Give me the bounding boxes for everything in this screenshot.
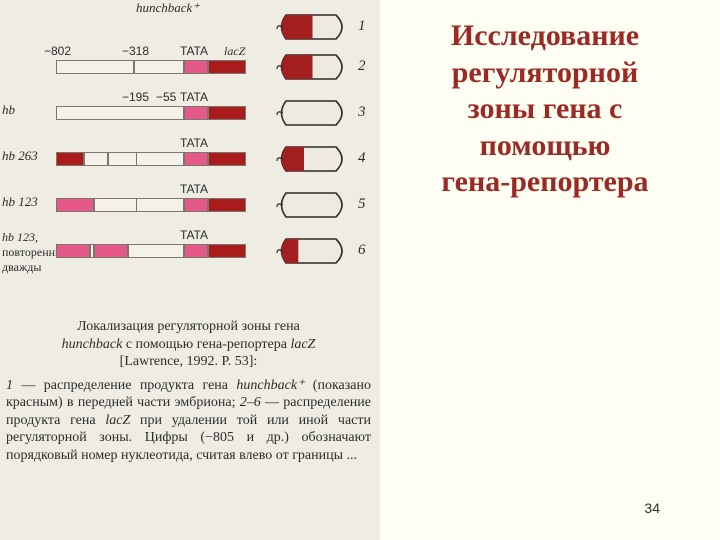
title-line: регуляторной bbox=[380, 55, 710, 92]
construct-row-5: hb 123 TATA 5 bbox=[0, 180, 380, 220]
gene-segment bbox=[184, 244, 208, 258]
slide: hunchback⁺ 1−802−318TATAlacZ 2hb−195−55T… bbox=[0, 0, 720, 540]
gene-segment bbox=[94, 244, 128, 258]
page-number: 34 bbox=[644, 500, 660, 516]
row-label: hb 123 bbox=[2, 194, 38, 210]
tata-label: TATA bbox=[180, 182, 208, 196]
title-line: Исследование bbox=[380, 18, 710, 55]
construct-row-1: 1 bbox=[0, 2, 380, 42]
gene-segment bbox=[184, 152, 208, 166]
embryo-icon bbox=[275, 236, 350, 266]
title-line: зоны гена с bbox=[380, 91, 710, 128]
gene-segment bbox=[128, 244, 184, 258]
gene-segment bbox=[134, 60, 184, 74]
gene-tick bbox=[94, 198, 95, 212]
gene-segment bbox=[84, 152, 108, 166]
gene-segment bbox=[208, 60, 246, 74]
embryo-icon bbox=[275, 12, 350, 42]
construct-row-4: hb 263 TATA 4 bbox=[0, 134, 380, 174]
position-label: −318 bbox=[122, 44, 149, 58]
gene-segment bbox=[56, 106, 184, 120]
gene-tick bbox=[108, 152, 109, 166]
row-label: hb 263 bbox=[2, 148, 38, 164]
row-number: 6 bbox=[358, 242, 366, 259]
embryo-icon bbox=[275, 98, 350, 128]
row-number: 1 bbox=[358, 18, 366, 35]
embryo-icon bbox=[275, 144, 350, 174]
gene-segment bbox=[208, 198, 246, 212]
gene-segment bbox=[184, 106, 208, 120]
gene-segment bbox=[108, 152, 184, 166]
position-label: −802 bbox=[44, 44, 71, 58]
row-label: hb bbox=[2, 102, 15, 118]
row-label: hb 123, bbox=[2, 230, 38, 245]
caption-body: 1 — распределение продукта гена hunchbac… bbox=[6, 377, 371, 465]
title-line: помощью bbox=[380, 128, 710, 165]
diagram: hunchback⁺ 1−802−318TATAlacZ 2hb−195−55T… bbox=[0, 0, 380, 340]
gene-segment bbox=[208, 106, 246, 120]
row-number: 4 bbox=[358, 150, 366, 167]
gene-segment bbox=[56, 198, 94, 212]
construct-row-6: hb 123,повторенныйдваждыTATA 6 bbox=[0, 226, 380, 266]
gene-segment bbox=[56, 60, 134, 74]
row-label: дважды bbox=[2, 260, 41, 275]
row-number: 2 bbox=[358, 58, 366, 75]
gene-segment bbox=[94, 198, 184, 212]
title-line: гена-репортера bbox=[380, 164, 710, 201]
row-number: 3 bbox=[358, 104, 366, 121]
construct-row-3: hb −195 −55 TATA 3 bbox=[0, 88, 380, 128]
gene-tick bbox=[136, 152, 137, 166]
gene-segment bbox=[184, 60, 208, 74]
slide-title: Исследованиерегуляторнойзоны гена спомощ… bbox=[380, 18, 710, 201]
figure-caption: Локализация регуляторной зоны генаhunchb… bbox=[6, 318, 371, 464]
gene-tick bbox=[136, 198, 137, 212]
tata-label: TATA bbox=[180, 90, 208, 104]
gene-segment bbox=[208, 152, 246, 166]
gene-segment bbox=[56, 244, 90, 258]
gene-segment bbox=[208, 244, 246, 258]
construct-row-2: −802 −318 TATA lacZ 2 bbox=[0, 42, 380, 82]
gene-segment bbox=[184, 198, 208, 212]
embryo-icon bbox=[275, 52, 350, 82]
caption-title: Локализация регуляторной зоны генаhunchb… bbox=[6, 318, 371, 371]
lacz-label: lacZ bbox=[224, 44, 245, 59]
tata-label: TATA bbox=[180, 136, 208, 150]
position-label: −55 bbox=[156, 90, 176, 104]
tata-label: TATA bbox=[180, 44, 208, 58]
position-label: −195 bbox=[122, 90, 149, 104]
figure-scan: hunchback⁺ 1−802−318TATAlacZ 2hb−195−55T… bbox=[0, 0, 380, 540]
gene-segment bbox=[56, 152, 84, 166]
embryo-icon bbox=[275, 190, 350, 220]
tata-label: TATA bbox=[180, 228, 208, 242]
row-number: 5 bbox=[358, 196, 366, 213]
